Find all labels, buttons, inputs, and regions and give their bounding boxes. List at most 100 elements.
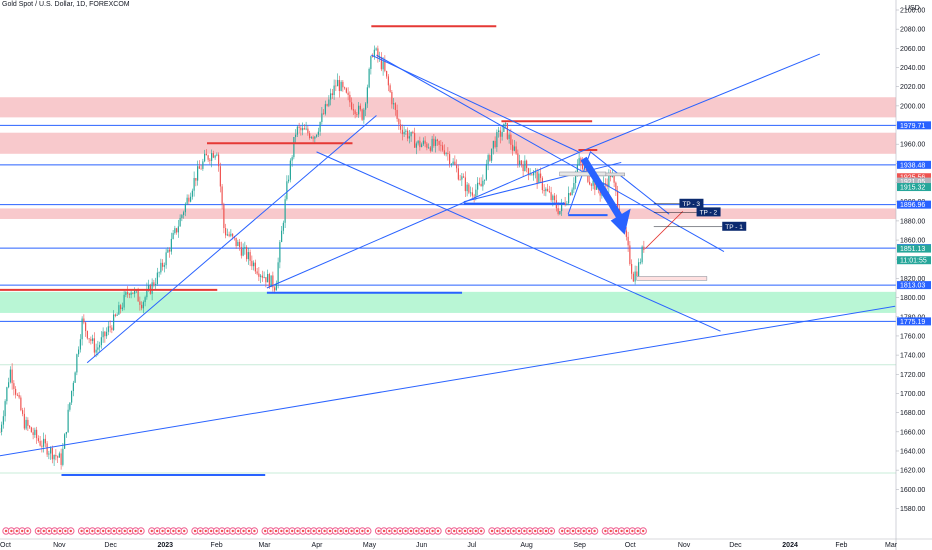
trendline[interactable] xyxy=(0,305,896,457)
event-marker-dot-icon xyxy=(393,529,396,533)
trendline[interactable] xyxy=(316,151,721,332)
event-marker-dot-icon xyxy=(204,529,207,533)
candle-body xyxy=(316,134,318,137)
price-badge xyxy=(897,177,931,186)
event-marker-dot-icon xyxy=(37,529,40,533)
price-badge-label: 1896.96 xyxy=(900,202,925,209)
candle-body xyxy=(398,119,400,125)
candle-body xyxy=(288,179,290,182)
event-marker-dot-icon xyxy=(625,529,629,533)
candle-body xyxy=(139,301,141,305)
price-badge xyxy=(897,244,931,253)
candle-body xyxy=(39,440,41,446)
event-marker-dot-icon xyxy=(431,529,434,533)
candle-body xyxy=(590,184,592,186)
candle-body xyxy=(373,49,375,57)
candle-body xyxy=(326,104,328,106)
economic-event-markers xyxy=(2,527,647,535)
candle-body xyxy=(519,160,521,165)
event-marker-dot-icon xyxy=(26,529,29,533)
candle-body xyxy=(167,249,169,253)
event-marker-dot-icon xyxy=(172,529,175,533)
x-tick-label: Sep xyxy=(573,542,586,549)
candle-body xyxy=(71,390,73,403)
tp-label-box[interactable] xyxy=(722,221,747,231)
candle-body xyxy=(282,222,284,231)
candle-body xyxy=(137,290,139,302)
candle-body xyxy=(643,246,645,251)
event-marker-dot-icon xyxy=(274,529,278,533)
candle-body xyxy=(312,137,314,139)
y-tick-label: 1580.00 xyxy=(900,506,925,513)
event-marker-dot-icon xyxy=(139,529,143,533)
event-marker-dot-icon xyxy=(415,529,418,533)
candle-body xyxy=(165,252,167,266)
candle-body xyxy=(13,383,15,389)
candle-body xyxy=(23,413,25,429)
candle-body xyxy=(489,155,491,161)
event-marker-dot-icon xyxy=(58,529,62,533)
candle-body xyxy=(505,123,507,124)
candle-body xyxy=(533,171,535,176)
candle-body xyxy=(270,275,272,288)
candle-body xyxy=(107,326,109,332)
candle-body xyxy=(492,140,494,149)
candle-body xyxy=(538,173,540,183)
price-badge xyxy=(897,200,931,209)
event-marker-dot-icon xyxy=(566,529,569,533)
candle-body xyxy=(424,140,426,144)
candle-body xyxy=(552,195,554,201)
trendline[interactable] xyxy=(567,151,670,215)
candle-body xyxy=(225,228,227,236)
x-tick-label: Aug xyxy=(520,542,533,549)
event-marker-dot-icon xyxy=(436,529,440,533)
candle-body xyxy=(64,434,66,449)
candle-body xyxy=(324,104,326,114)
candle-body xyxy=(428,147,430,149)
event-marker-dot-icon xyxy=(388,529,391,533)
position-box[interactable] xyxy=(636,276,708,281)
trendline[interactable] xyxy=(463,161,622,203)
x-tick-label: Nov xyxy=(53,542,66,549)
event-marker-dot-icon xyxy=(161,529,164,533)
candle-body xyxy=(510,134,512,145)
candle-body xyxy=(526,160,528,169)
x-tick-label: Feb xyxy=(835,542,847,549)
candle-body xyxy=(62,448,64,465)
event-marker-dot-icon xyxy=(69,529,73,533)
event-marker-dot-icon xyxy=(269,529,272,533)
event-marker-dot-icon xyxy=(399,529,402,533)
price-badge xyxy=(897,173,931,182)
candle-body xyxy=(545,188,547,192)
candle-body xyxy=(393,103,395,105)
candle-body xyxy=(386,70,388,77)
candle-body xyxy=(223,204,225,229)
candle-body xyxy=(296,126,298,135)
y-tick-label: 1700.00 xyxy=(900,391,925,398)
candle-body xyxy=(9,369,11,383)
candle-body xyxy=(456,164,458,169)
candle-body xyxy=(342,81,344,88)
candle-body xyxy=(529,174,531,176)
position-box[interactable] xyxy=(559,171,607,177)
candle-body xyxy=(578,158,580,165)
candle-body xyxy=(629,245,631,265)
candle-body xyxy=(571,189,573,196)
tp-label-box[interactable] xyxy=(679,198,704,208)
event-marker-dot-icon xyxy=(642,529,645,533)
candle-body xyxy=(337,79,339,87)
candle-body xyxy=(37,438,39,441)
y-tick-label: 1600.00 xyxy=(900,487,925,494)
candle-body xyxy=(195,177,197,181)
event-marker-dot-icon xyxy=(48,529,51,533)
event-marker-dot-icon xyxy=(291,529,294,533)
candle-body xyxy=(34,429,36,435)
trendline[interactable] xyxy=(266,53,821,289)
trendline[interactable] xyxy=(376,54,725,253)
candle-body xyxy=(305,128,307,130)
candle-body xyxy=(477,182,479,190)
candle-body xyxy=(219,166,221,187)
y-tick-label: 1760.00 xyxy=(900,333,925,340)
tp-label-box[interactable] xyxy=(696,207,721,217)
